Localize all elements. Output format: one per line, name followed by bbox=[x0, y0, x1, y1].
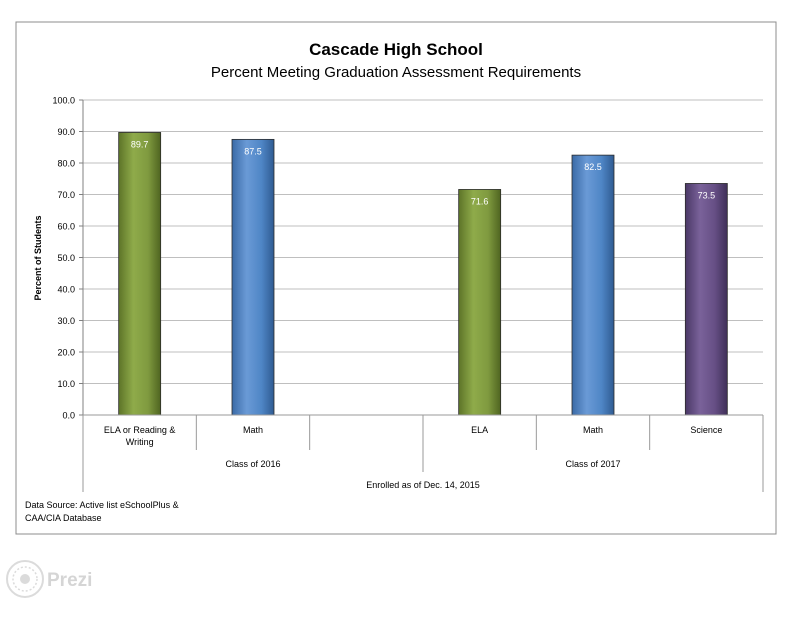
y-tick-label: 10.0 bbox=[57, 379, 75, 389]
category-label: Science bbox=[690, 425, 722, 435]
category-label: Writing bbox=[126, 437, 154, 447]
y-axis-label: Percent of Students bbox=[33, 215, 43, 300]
group-label: Class of 2017 bbox=[565, 459, 620, 469]
y-tick-labels: 0.0 10.0 20.0 30.0 40.0 50.0 60.0 70.0 80.0 90.0 1… bbox=[52, 96, 75, 421]
y-tick-label: 70.0 bbox=[57, 190, 75, 200]
prezi-watermark: Prezi bbox=[6, 560, 92, 598]
bar-value-labels: 89.7 87.5 71.6 82.5 73.5 bbox=[131, 139, 715, 206]
bar-value-label: 82.5 bbox=[584, 162, 602, 172]
category-label: Math bbox=[583, 425, 603, 435]
data-source-line-2: CAA/CIA Database bbox=[25, 513, 102, 523]
y-tick-label: 0.0 bbox=[62, 411, 75, 421]
bar-value-label: 73.5 bbox=[698, 190, 716, 200]
y-tick-label: 20.0 bbox=[57, 348, 75, 358]
bar-value-label: 71.6 bbox=[471, 196, 489, 206]
bar-value-label: 87.5 bbox=[244, 146, 262, 156]
bar bbox=[684, 183, 728, 416]
data-source-line-1: Data Source: Active list eSchoolPlus & bbox=[25, 500, 179, 510]
bar bbox=[458, 189, 502, 416]
bars bbox=[118, 132, 728, 416]
category-label: ELA or Reading & bbox=[104, 425, 176, 435]
bar bbox=[231, 138, 275, 416]
y-tick-label: 60.0 bbox=[57, 222, 75, 232]
bar-value-label: 89.7 bbox=[131, 139, 149, 149]
category-label: ELA bbox=[471, 425, 488, 435]
y-tick-label: 80.0 bbox=[57, 159, 75, 169]
y-tick-label: 90.0 bbox=[57, 127, 75, 137]
category-axis-table: ELA or Reading & Writing Math ELA Math Scienc… bbox=[82, 414, 764, 492]
chart-subtitle: Percent Meeting Graduation Assessment Re… bbox=[211, 64, 581, 81]
y-tick-label: 40.0 bbox=[57, 285, 75, 295]
bar bbox=[571, 154, 615, 416]
y-tick-label: 100.0 bbox=[52, 96, 75, 106]
category-label: Math bbox=[243, 425, 263, 435]
footer-label: Enrolled as of Dec. 14, 2015 bbox=[366, 480, 480, 490]
prezi-logo-icon bbox=[6, 560, 44, 598]
chart-title: Cascade High School bbox=[309, 40, 483, 59]
y-tick-label: 50.0 bbox=[57, 253, 75, 263]
group-label: Class of 2016 bbox=[225, 459, 280, 469]
watermark-text: Prezi bbox=[47, 570, 92, 591]
y-tick-label: 30.0 bbox=[57, 316, 75, 326]
bar bbox=[118, 132, 162, 416]
